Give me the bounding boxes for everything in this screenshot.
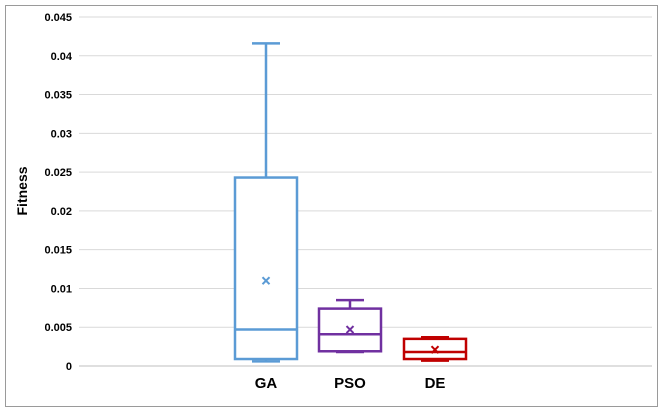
category-label: DE [425, 375, 446, 392]
box-de [402, 336, 468, 362]
y-tick-label: 0.035 [44, 90, 72, 102]
mean-marker [261, 276, 271, 285]
y-axis-label: Fitness [14, 166, 30, 215]
category-label: PSO [334, 375, 366, 392]
box-body [233, 176, 299, 361]
box-pso [317, 298, 383, 354]
x-axis-categories: GA PSO DE [255, 375, 446, 392]
gridlines [79, 16, 652, 367]
category-label: GA [255, 375, 278, 392]
box-ga [233, 42, 299, 363]
boxes [233, 42, 468, 363]
y-tick-label: 0.045 [44, 12, 72, 24]
mean-marker [345, 325, 355, 334]
y-tick-label: 0.03 [51, 128, 72, 140]
y-tick-label: 0.025 [44, 167, 72, 179]
y-tick-label: 0.005 [44, 322, 72, 334]
y-tick-label: 0.015 [44, 245, 72, 257]
y-tick-label: 0.04 [51, 51, 73, 63]
y-tick-label: 0.01 [51, 283, 72, 295]
y-axis-ticks: 0 0.005 0.01 0.015 0.02 0.025 0.03 0.035 0.04 0.0… [44, 12, 72, 373]
y-tick-label: 0 [66, 361, 72, 373]
mean-marker [430, 345, 440, 354]
y-tick-label: 0.02 [51, 206, 72, 218]
